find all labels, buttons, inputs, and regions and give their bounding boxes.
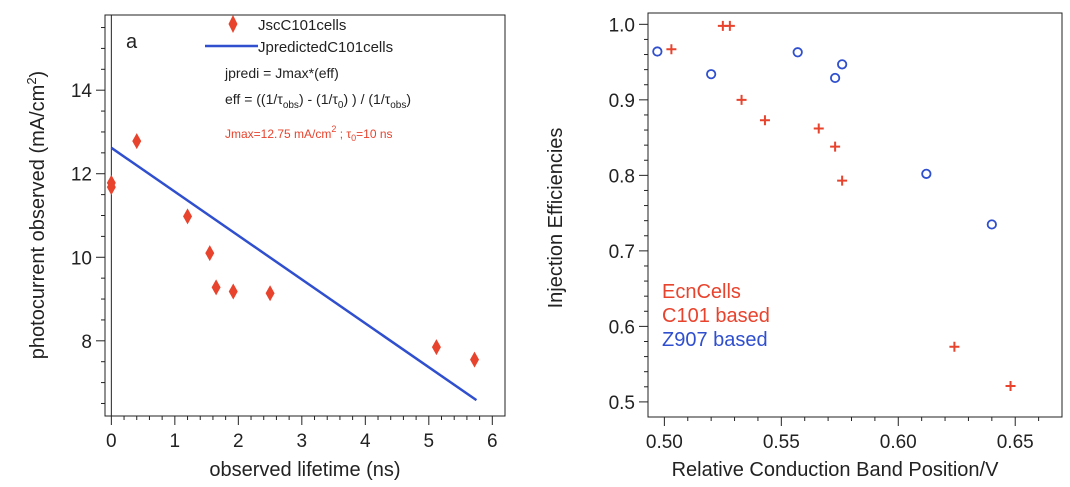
series-line-jpredicted (110, 146, 478, 402)
data-point-z907 (792, 47, 803, 58)
x-tick-label: 0 (106, 431, 117, 452)
data-point-jsc (106, 179, 116, 196)
x-tick-label: 4 (360, 431, 371, 452)
legend: JscC101cells JpredictedC101cells (205, 15, 393, 56)
data-point-c101 (837, 175, 848, 186)
data-point-z907 (652, 46, 663, 57)
data-point-jsc (211, 279, 221, 296)
y-tick-label: 10 (71, 248, 92, 269)
y-axis-label-sup: 2 (24, 77, 39, 84)
parameter-annotation: Jmax=12.75 mA/cm2 ; τ0=10 ns (225, 124, 393, 143)
chart2-marks (652, 20, 1016, 392)
data-point-c101 (813, 123, 824, 134)
data-point-jsc (431, 339, 441, 356)
legend-label-jsc: JscC101cells (258, 17, 346, 34)
y-tick-label: 14 (71, 81, 93, 102)
chart1-marks (106, 15, 480, 416)
eff-sub-0: 0 (338, 100, 344, 111)
y-axis-label: photocurrent observed (mA/cm2) (24, 71, 49, 359)
y-tick-label: 0.5 (609, 393, 635, 414)
data-point-z907 (830, 72, 841, 84)
legend-title: EcnCells (662, 281, 741, 303)
legend-label-jpredicted: JpredictedC101cells (258, 39, 393, 56)
x-tick-label: 1 (170, 431, 181, 452)
x-axis-label: observed lifetime (ns) (209, 459, 400, 481)
legend-c101: C101 based (662, 305, 770, 327)
data-point-jsc (470, 351, 480, 368)
data-point-c101 (759, 115, 770, 126)
y-tick-label: 8 (81, 332, 92, 353)
y-tick-label: 0.8 (609, 166, 635, 187)
y-tick-label: 0.6 (609, 317, 635, 338)
data-point-jsc (265, 285, 275, 302)
chart-injection-efficiency: 0.50 0.55 0.60 0.65 0.5 0.6 0.7 0.8 0.9 1.0 EcnCe… (545, 12, 1063, 481)
data-point-c101 (949, 341, 960, 352)
equation-jpredi: jpredi = Jmax*(eff) (224, 65, 339, 81)
eff-sub-obs-2: obs (390, 100, 406, 111)
x-tick-label: 6 (487, 431, 498, 452)
x-tick-label: 2 (233, 431, 244, 452)
data-point-jsc (132, 133, 142, 150)
eff-sub-obs-1: obs (283, 100, 299, 111)
y-tick-label: 1.0 (609, 15, 635, 36)
data-point-c101 (666, 44, 677, 55)
data-point-z907 (706, 69, 717, 80)
data-point-jsc (228, 283, 238, 300)
data-point-jsc (205, 245, 215, 262)
data-point-z907 (986, 219, 997, 230)
param-sup: 2 (331, 124, 336, 134)
x-tick-label: 3 (297, 431, 308, 452)
legend-diamond-marker (228, 15, 238, 33)
data-point-c101 (830, 141, 841, 152)
data-point-c101 (1005, 381, 1016, 392)
eff-mid-1: ) - (1/τ (299, 91, 338, 107)
x-tick-label: 0.60 (880, 432, 917, 453)
chart2-ticks: 0.50 0.55 0.60 0.65 0.5 0.6 0.7 0.8 0.9 1.0 (609, 15, 1040, 453)
eff-prefix: eff = ((1/τ (225, 91, 283, 107)
data-point-z907 (837, 59, 848, 70)
param-sub: 0 (351, 133, 356, 143)
eff-end: ) (406, 91, 411, 107)
eff-mid-2: ) ) / (1/τ (343, 91, 390, 107)
y-tick-label: 12 (71, 165, 92, 186)
param-tau: ; τ (336, 127, 351, 141)
panel-label: a (126, 31, 138, 53)
y-axis-label-main: photocurrent observed (mA/cm (27, 85, 49, 360)
x-tick-label: 0.50 (646, 432, 683, 453)
data-point-c101 (724, 20, 735, 31)
x-axis-label: Relative Conduction Band Position/V (672, 459, 1000, 481)
x-tick-label: 0.65 (997, 432, 1034, 453)
data-point-jsc (183, 208, 193, 225)
data-point-c101 (736, 94, 747, 105)
y-tick-label: 0.9 (609, 91, 635, 112)
plot-frame (647, 12, 1063, 418)
legend-z907: Z907 based (662, 329, 768, 351)
param-jmax: Jmax=12.75 mA/cm (225, 127, 331, 141)
x-tick-label: 0.55 (763, 432, 800, 453)
param-value: =10 ns (356, 127, 392, 141)
data-point-z907 (921, 168, 932, 179)
y-axis-label: Injection Efficiencies (545, 128, 567, 309)
x-tick-label: 5 (424, 431, 435, 452)
y-tick-label: 0.7 (609, 242, 635, 263)
y-axis-label-end: ) (27, 71, 49, 78)
equation-eff: eff = ((1/τobs) - (1/τ0) ) / (1/τobs) (225, 91, 411, 111)
